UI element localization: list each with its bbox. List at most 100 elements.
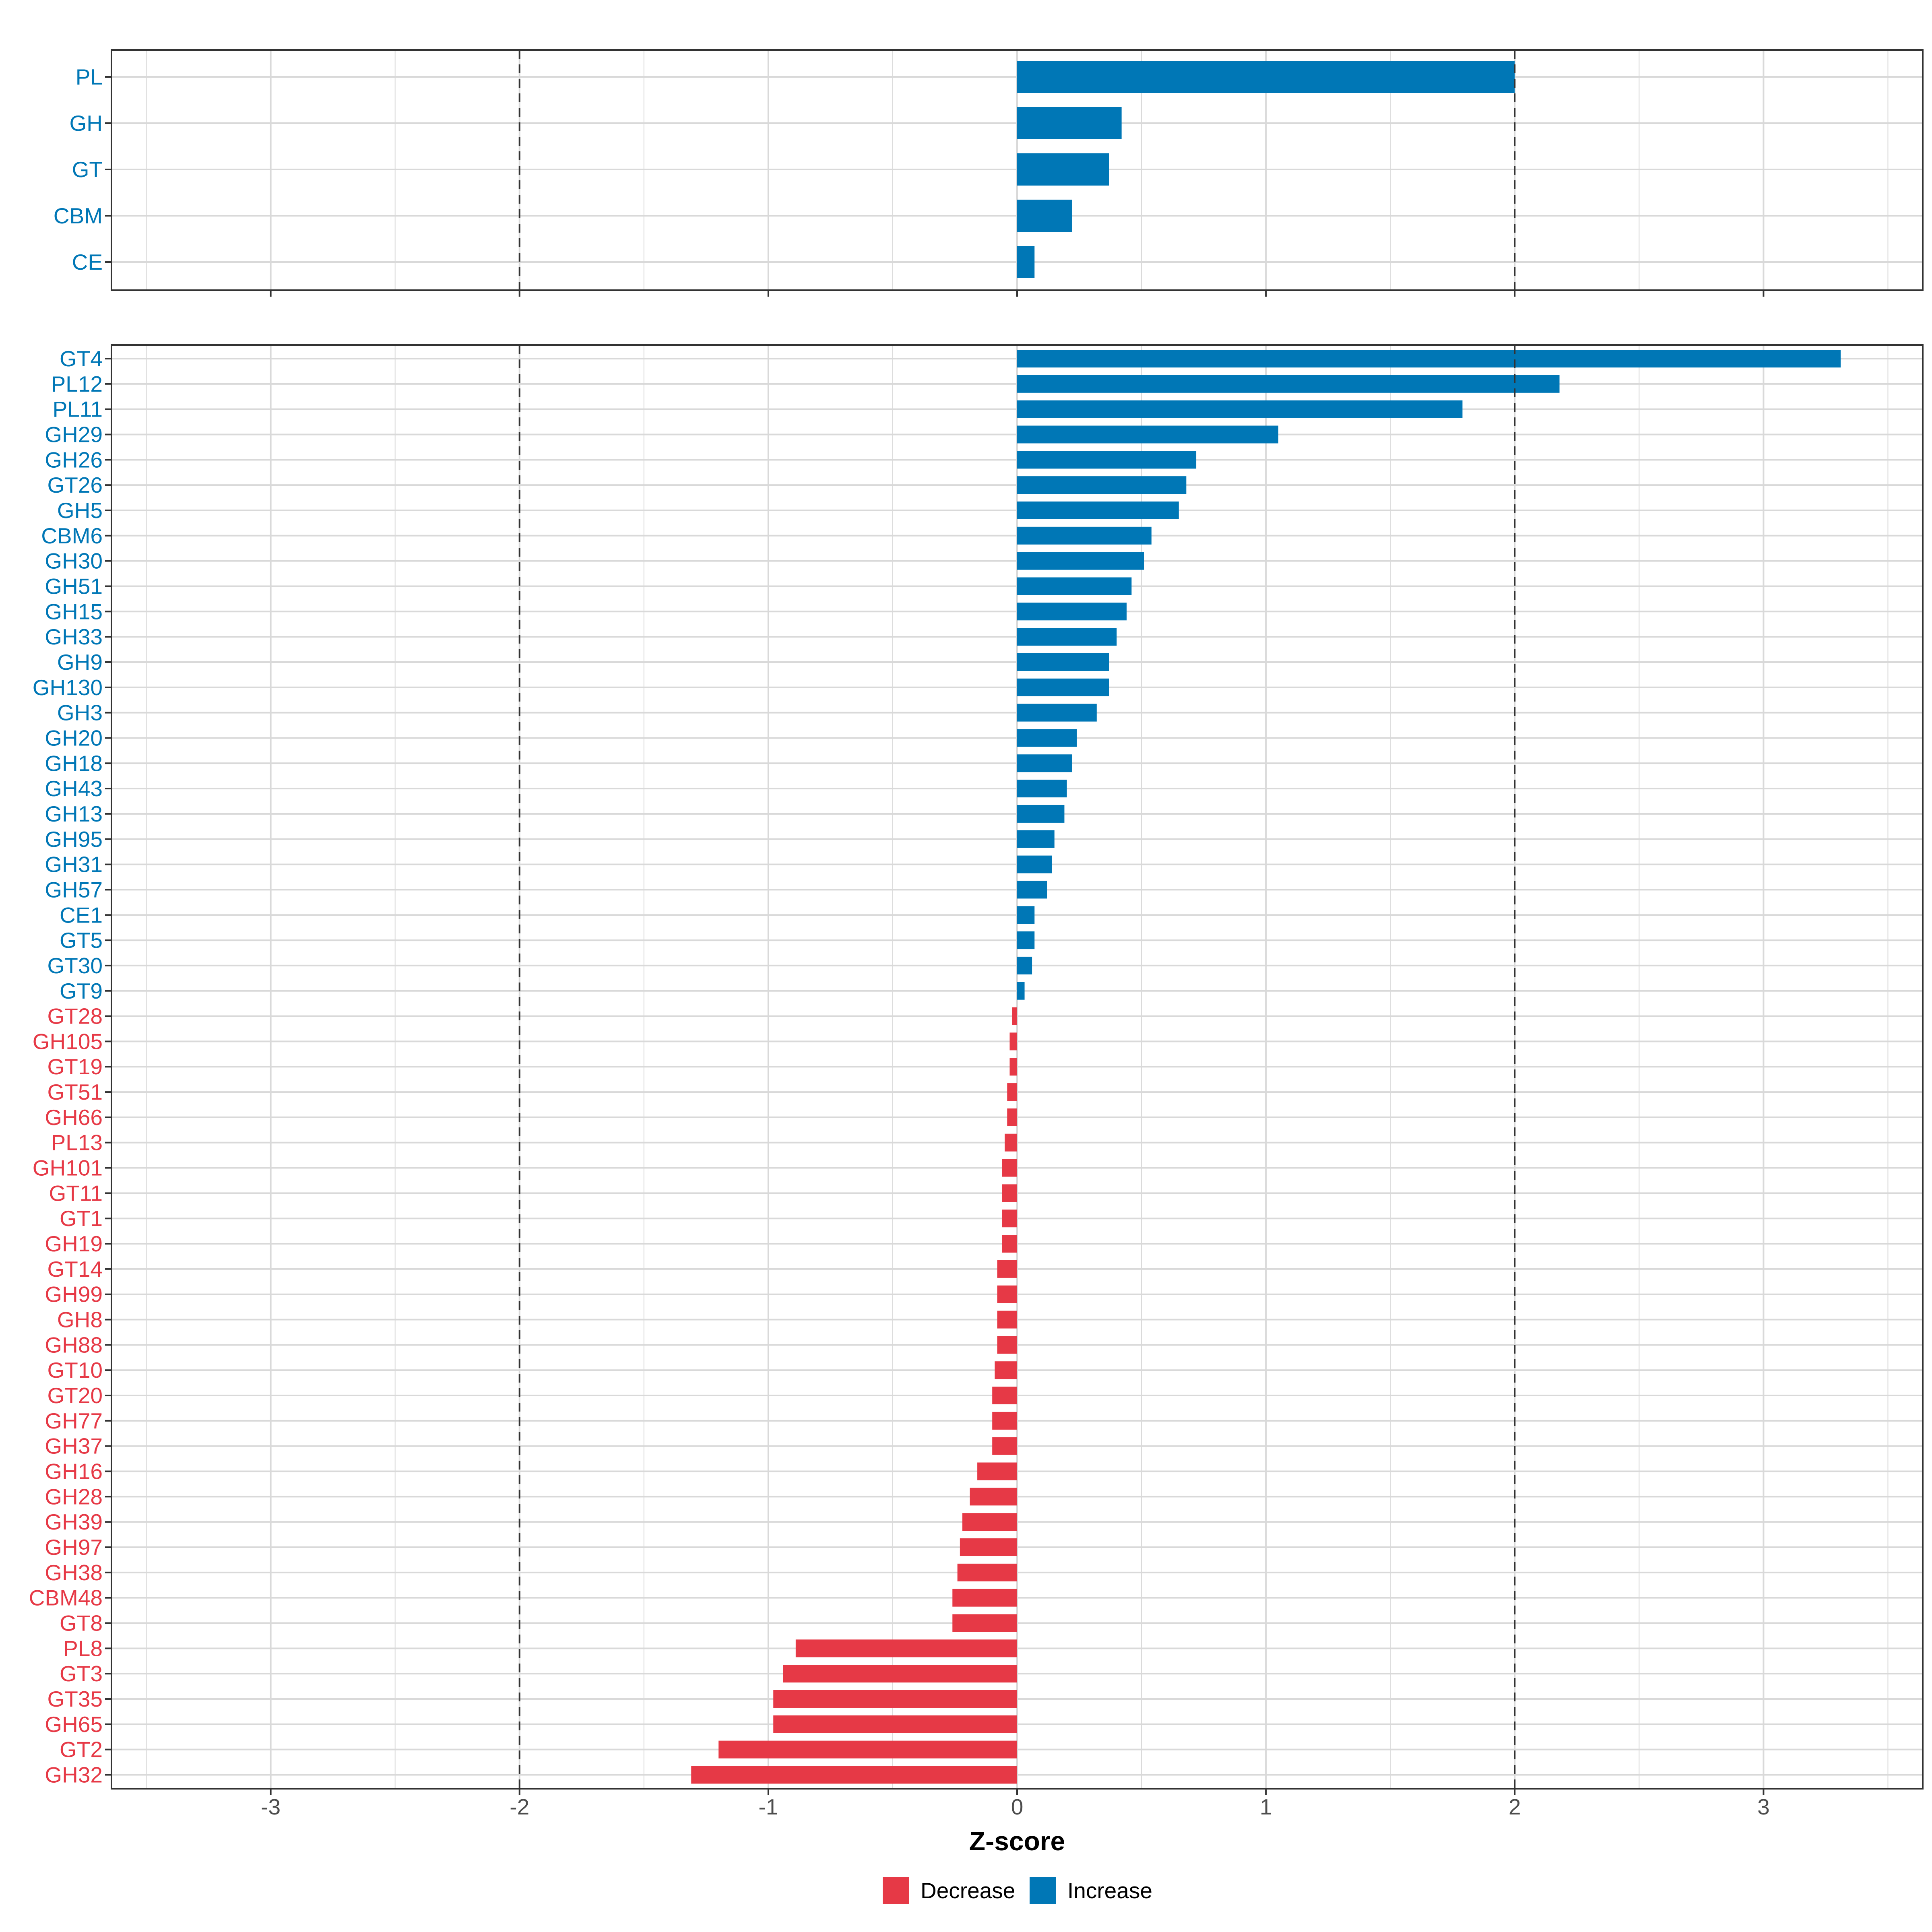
category-label: CBM [54, 203, 103, 228]
bar-gh37 [992, 1437, 1017, 1455]
bar-gt35 [773, 1690, 1017, 1708]
bar-gt [1017, 153, 1109, 186]
legend-label-increase: Increase [1067, 1878, 1152, 1903]
bar-gh51 [1017, 577, 1132, 595]
category-label: GH18 [45, 751, 103, 776]
category-label: GH26 [45, 447, 103, 472]
bar-ce [1017, 246, 1035, 278]
category-label: CE1 [60, 902, 103, 927]
bar-gh88 [997, 1336, 1017, 1354]
bar-gh30 [1017, 552, 1144, 570]
legend: Decrease Increase [883, 1877, 1152, 1904]
bar-gt14 [997, 1260, 1017, 1278]
category-label: GH19 [45, 1231, 103, 1256]
bar-gh29 [1017, 425, 1279, 444]
bar-gt19 [1009, 1058, 1017, 1076]
category-label: PL [76, 64, 103, 89]
bar-cbm6 [1017, 526, 1152, 545]
category-label: GT35 [47, 1686, 103, 1711]
category-label: CE [72, 250, 103, 275]
category-label: GH33 [45, 624, 103, 649]
legend-key-increase [1030, 1877, 1056, 1904]
bar-gh5 [1017, 501, 1179, 519]
bar-gt3 [783, 1665, 1017, 1683]
category-label: GH32 [45, 1762, 103, 1787]
bar-gh101 [1002, 1159, 1017, 1177]
bar-gh19 [1002, 1235, 1017, 1253]
bar-gh20 [1017, 729, 1077, 747]
category-label: GT30 [47, 953, 103, 978]
x-tick-label: 0 [1011, 1794, 1024, 1819]
bar-gt2 [718, 1740, 1017, 1759]
category-label: GH29 [45, 422, 103, 447]
bar-gh65 [773, 1715, 1017, 1733]
category-label: GH16 [45, 1459, 103, 1484]
category-label: GH3 [57, 700, 103, 725]
category-label: GH65 [45, 1712, 103, 1737]
category-label: GH88 [45, 1332, 103, 1357]
category-label: GH37 [45, 1434, 103, 1459]
category-label: GH31 [45, 852, 103, 877]
category-label: GH95 [45, 827, 103, 852]
category-label: GH99 [45, 1282, 103, 1307]
class-level-panel: PL GH GT CBM CE [54, 49, 1924, 297]
category-label: GT28 [47, 1004, 103, 1029]
bar-gt9 [1017, 982, 1025, 1000]
bar-gh97 [960, 1538, 1017, 1556]
bar-gh43 [1017, 780, 1067, 798]
x-tick-label: -2 [510, 1794, 529, 1819]
category-label: GT1 [60, 1206, 103, 1231]
category-label: GT2 [60, 1737, 103, 1762]
x-tick-label: -1 [758, 1794, 778, 1819]
bar-gt5 [1017, 931, 1035, 949]
bar-gt10 [995, 1361, 1017, 1379]
bar-gh15 [1017, 603, 1127, 621]
x-tick-label: 2 [1509, 1794, 1521, 1819]
bar-gt28 [1012, 1007, 1017, 1025]
x-tick-label: 3 [1757, 1794, 1770, 1819]
category-label: GT4 [60, 346, 103, 371]
bar-gh33 [1017, 628, 1117, 646]
category-label: GH105 [33, 1029, 103, 1054]
category-label: GH30 [45, 549, 103, 574]
bar-gh66 [1007, 1108, 1017, 1126]
category-label: GT26 [47, 473, 103, 497]
bar-gh57 [1017, 881, 1047, 899]
bar-pl13 [1005, 1133, 1017, 1152]
bar-gh95 [1017, 830, 1055, 848]
bar-gt26 [1017, 476, 1187, 494]
category-label: GH51 [45, 574, 103, 599]
bar-cbm48 [952, 1589, 1017, 1607]
bar-pl11 [1017, 400, 1463, 418]
category-label: GH8 [57, 1307, 103, 1332]
bar-gh130 [1017, 678, 1109, 696]
category-label: GH97 [45, 1535, 103, 1560]
legend-key-decrease [883, 1877, 909, 1904]
category-label: GH66 [45, 1105, 103, 1130]
category-label: GH77 [45, 1408, 103, 1433]
category-label: GT20 [47, 1383, 103, 1408]
bar-gh26 [1017, 451, 1197, 469]
category-label: GT11 [49, 1181, 103, 1205]
category-label: GH5 [57, 498, 103, 523]
category-label: CBM6 [41, 523, 103, 548]
category-label: GT3 [60, 1661, 103, 1686]
category-label: GT10 [47, 1358, 103, 1383]
category-label: GH38 [45, 1560, 103, 1585]
family-level-panel: GT4PL12PL11GH29GH26GT26GH5CBM6GH30GH51GH… [29, 344, 1924, 1795]
bar-gh8 [997, 1311, 1017, 1329]
x-tick-label: 1 [1260, 1794, 1272, 1819]
bar-pl [1017, 61, 1515, 93]
category-label: GH20 [45, 725, 103, 750]
category-label: GT14 [47, 1257, 103, 1282]
category-label: GT5 [60, 928, 103, 953]
bar-gh77 [992, 1412, 1017, 1430]
bar-gt30 [1017, 956, 1032, 974]
category-label: GT8 [60, 1611, 103, 1636]
bar-gt1 [1002, 1210, 1017, 1228]
legend-label-decrease: Decrease [921, 1878, 1015, 1903]
category-label: PL13 [51, 1130, 103, 1155]
x-axis: -3 -2 -1 0 1 2 3 [261, 1794, 1770, 1819]
bar-pl8 [795, 1639, 1017, 1657]
